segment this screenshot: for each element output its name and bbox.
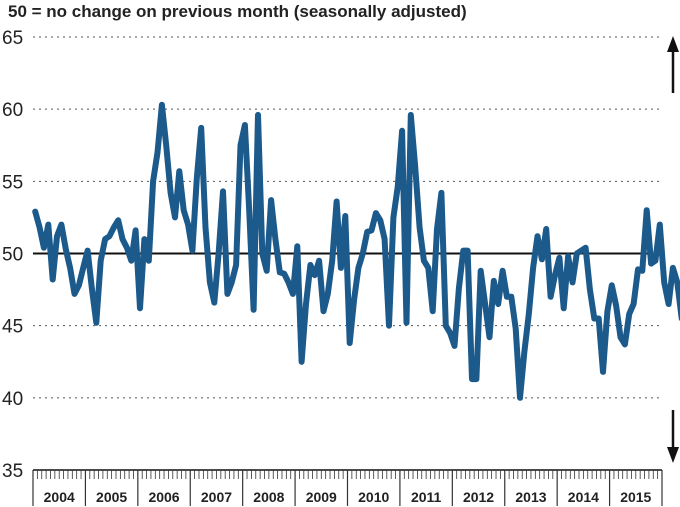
y-tick-label: 40 xyxy=(2,389,23,410)
x-tick-label: 2009 xyxy=(306,489,337,505)
arrow-down-icon xyxy=(667,410,679,463)
x-tick-label: 2005 xyxy=(96,489,127,505)
x-tick-label: 2015 xyxy=(620,489,651,505)
direction-arrows xyxy=(667,36,679,463)
x-tick-label: 2010 xyxy=(358,489,389,505)
x-tick-label: 2006 xyxy=(148,489,179,505)
y-tick-label: 60 xyxy=(2,100,23,121)
arrow-up-icon xyxy=(667,36,679,93)
x-axis: 2004 2005 2006 2007 2008 2009 2010 2011 2012 2013… xyxy=(32,469,663,506)
y-tick-label: 35 xyxy=(2,461,23,482)
y-tick-label: 50 xyxy=(2,245,23,266)
series-group xyxy=(32,101,680,401)
y-tick-label: 45 xyxy=(2,317,23,338)
chart-subtitle: 50 = no change on previous month (season… xyxy=(8,2,467,21)
y-axis: 35 40 45 50 55 60 65 xyxy=(2,28,23,482)
x-tick-label: 2004 xyxy=(44,489,75,505)
x-tick-label: 2007 xyxy=(201,489,232,505)
x-tick-label: 2011 xyxy=(411,489,442,505)
y-tick-label: 65 xyxy=(2,28,23,49)
x-tick-label: 2014 xyxy=(568,489,599,505)
y-tick-label: 55 xyxy=(2,172,23,193)
x-tick-label: 2013 xyxy=(515,489,546,505)
series-line xyxy=(32,101,680,401)
x-tick-label: 2008 xyxy=(253,489,284,505)
x-tick-label: 2012 xyxy=(463,489,494,505)
